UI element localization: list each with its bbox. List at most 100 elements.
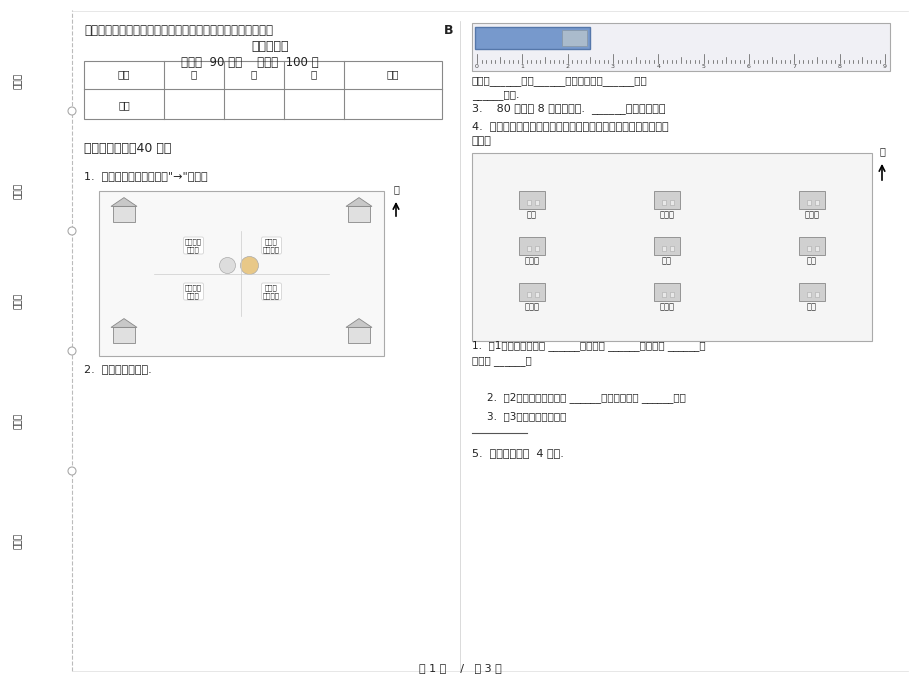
Bar [113,206,135,222]
Circle shape [68,227,76,235]
Bar [653,283,679,301]
Text: 得分: 得分 [118,100,130,110]
Text: 小明家: 小明家 [803,210,819,219]
Bar [471,23,889,71]
Text: 时间：  90 分钟    满分：  100 分: 时间： 90 分钟 满分： 100 分 [181,57,319,69]
Bar [653,236,679,255]
Text: 三: 三 [311,69,317,79]
Bar [806,246,811,251]
Circle shape [240,257,258,274]
Bar [534,291,539,297]
Text: 1.  （1）医院的东面有 ______，西面有 ______，南面有 ______，: 1. （1）医院的东面有 ______，西面有 ______，南面有 _____… [471,340,705,351]
Bar [347,328,369,343]
Text: 7: 7 [791,64,796,69]
Text: 我守在西
北方。: 我守在西 北方。 [185,285,202,298]
Text: 班级：: 班级： [14,413,22,429]
Text: 2: 2 [565,64,569,69]
Bar [474,27,589,49]
Text: 小刀长______厘米______毫米；线段长______厘米: 小刀长______厘米______毫米；线段长______厘米 [471,76,647,86]
Text: 北: 北 [392,184,399,194]
Text: 北: 北 [879,146,884,156]
Bar [562,30,586,46]
Bar [813,246,819,251]
Bar [471,153,871,341]
Text: ______毫米.: ______毫米. [471,90,519,100]
Text: 5: 5 [701,64,705,69]
Text: 姓名：: 姓名： [14,293,22,309]
Text: 小林家: 小林家 [524,302,539,311]
Text: 题号: 题号 [118,69,130,79]
Polygon shape [346,319,371,328]
Polygon shape [111,197,137,206]
Text: 0: 0 [474,64,479,69]
Bar [518,236,544,255]
Text: 8: 8 [837,64,841,69]
Bar [661,200,665,205]
Text: 4: 4 [655,64,660,69]
Bar [534,246,539,251]
Bar [653,191,679,209]
Text: 学校：: 学校： [14,533,22,549]
Text: B: B [444,24,453,37]
Bar [669,291,674,297]
Bar [813,291,819,297]
Text: 考号：: 考号： [14,73,22,89]
Text: 总分: 总分 [386,69,399,79]
Bar [806,291,811,297]
Text: 我守在
东南方。: 我守在 东南方。 [263,238,279,253]
Text: 电影院: 电影院 [659,210,674,219]
Text: 5.  一块橡皮长约  4 毫米.: 5. 一块橡皮长约 4 毫米. [471,448,563,458]
Bar [527,246,531,251]
Text: 二: 二 [251,69,256,79]
Text: 最新人教版考点总复习三年级上学期小学数学三单元模拟试卷: 最新人教版考点总复习三年级上学期小学数学三单元模拟试卷 [84,24,273,37]
Polygon shape [111,319,137,328]
Text: 第 1 页    /   共 3 页: 第 1 页 / 共 3 页 [418,663,501,673]
Text: 学校: 学校 [527,210,537,219]
Bar [84,61,441,119]
Text: 4.  请用学过的东、南、西、北知识说说下面的位置关系，看谁说: 4. 请用学过的东、南、西、北知识说说下面的位置关系，看谁说 [471,121,668,131]
Bar [518,191,544,209]
Bar [806,200,811,205]
Text: 商场: 商场 [806,256,816,265]
Text: 3.    80 毫米和 8 分米一样长.  ______（判断对错）: 3. 80 毫米和 8 分米一样长. ______（判断对错） [471,104,664,114]
Bar [661,291,665,297]
Text: 医院: 医院 [662,256,671,265]
Text: 卷课后练习: 卷课后练习 [251,40,289,54]
Bar [661,246,665,251]
Bar [527,291,531,297]
Bar [347,206,369,222]
Text: 我守在东
北方。: 我守在东 北方。 [185,238,202,253]
Bar [798,191,824,209]
Text: 6: 6 [746,64,750,69]
Text: 2.  （2）医院在电影院的 ______，在游乐园的 ______面。: 2. （2）医院在电影院的 ______，在游乐园的 ______面。 [486,392,686,403]
Polygon shape [346,197,371,206]
Bar [798,283,824,301]
Text: 3.  （3）还可以怎么说：: 3. （3）还可以怎么说： [486,411,566,421]
Text: 一、基础练习（40 分）: 一、基础练习（40 分） [84,142,171,155]
Bar [527,200,531,205]
Circle shape [68,347,76,355]
Text: 一: 一 [190,69,197,79]
Text: 9: 9 [882,64,886,69]
Text: 我守在
西南方。: 我守在 西南方。 [263,285,279,298]
Text: 1: 1 [520,64,524,69]
Bar [798,236,824,255]
Circle shape [220,257,235,274]
Text: 报社: 报社 [806,302,816,311]
Text: 1.  他们该在哪里站岗？用"→"表示。: 1. 他们该在哪里站岗？用"→"表示。 [84,171,208,181]
Text: 北面有 ______。: 北面有 ______。 [471,356,531,366]
Text: 小东家: 小东家 [524,256,539,265]
Bar [518,283,544,301]
Bar [669,200,674,205]
Bar [813,200,819,205]
Bar [534,200,539,205]
Circle shape [68,107,76,115]
Bar [113,328,135,343]
Text: 2.  看一看，填一填.: 2. 看一看，填一填. [84,364,152,374]
Circle shape [68,467,76,475]
Text: 3: 3 [610,64,614,69]
Bar [669,246,674,251]
Text: 游乐园: 游乐园 [659,302,674,311]
Bar [99,191,383,356]
Text: 考场：: 考场： [14,183,22,199]
